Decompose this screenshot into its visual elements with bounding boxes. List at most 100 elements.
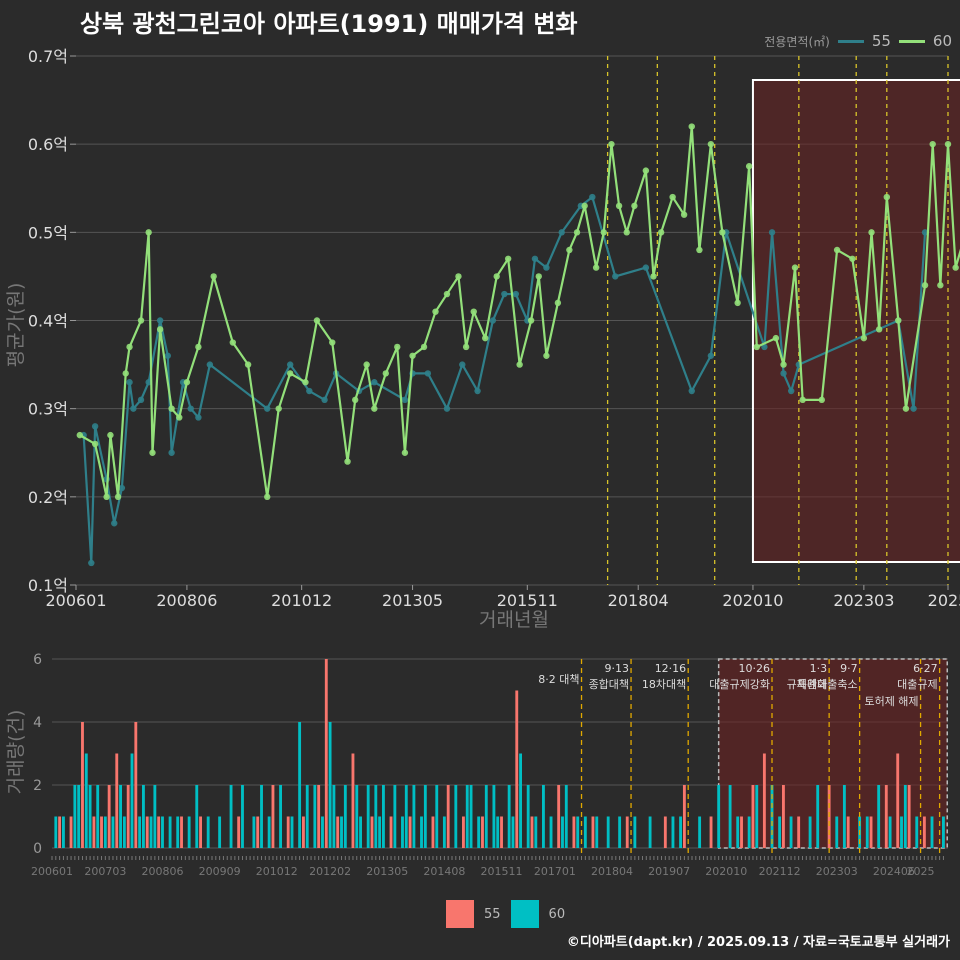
volume-bar-60 — [808, 816, 812, 848]
volume-bar-55 — [446, 785, 450, 848]
price-x-axis-label: 거래년월 — [479, 609, 549, 631]
series-point-60 — [592, 264, 600, 271]
volume-bar-60 — [519, 753, 522, 848]
series-point-60 — [600, 229, 607, 236]
event-annotation: 6·27 — [913, 662, 938, 675]
volume-bar-55 — [157, 816, 161, 848]
volume-bar-55 — [145, 816, 149, 848]
volume-bar-60 — [789, 816, 793, 848]
legend-label-bar-55: 55 — [484, 906, 501, 922]
volume-bar-55 — [481, 816, 484, 848]
series-point-55 — [126, 379, 133, 386]
volume-bar-60 — [755, 785, 759, 848]
volume-bar-60 — [484, 785, 488, 848]
volume-bar-55 — [336, 816, 340, 848]
volume-x-tick-label: 202303 — [816, 865, 858, 878]
event-annotation: 대출규제 — [897, 678, 937, 691]
series-point-55 — [531, 255, 539, 262]
volume-x-tick-label: 201907 — [648, 865, 690, 878]
volume-bar-60 — [73, 785, 77, 848]
volume-y-tick-label: 6 — [33, 652, 42, 668]
series-point-55 — [512, 290, 520, 298]
volume-bar-60 — [252, 816, 256, 848]
series-point-60 — [462, 343, 470, 351]
series-point-60 — [680, 211, 688, 218]
series-point-60 — [409, 352, 416, 359]
volume-bar-60 — [366, 785, 370, 848]
series-point-55 — [459, 361, 466, 368]
volume-bar-60 — [153, 785, 157, 848]
series-point-60 — [937, 282, 944, 289]
series-point-60 — [734, 299, 741, 307]
volume-bar-60 — [435, 785, 439, 848]
event-annotation: 9·7 — [840, 662, 858, 675]
volume-bar-55 — [431, 816, 435, 848]
volume-bar-55 — [625, 816, 629, 848]
series-point-60 — [371, 405, 378, 412]
legend-label-60: 60 — [932, 32, 952, 50]
series-point-60 — [833, 246, 841, 254]
price-x-tick-label: 200806 — [156, 591, 217, 610]
series-point-60 — [229, 339, 237, 346]
chart-title: 상북 광천그린코아 아파트(1991) 매매가격 변화 — [80, 10, 578, 38]
series-point-55 — [787, 387, 795, 395]
volume-bar-60 — [877, 785, 881, 848]
volume-bar-60 — [865, 816, 869, 848]
volume-bar-60 — [404, 785, 408, 848]
volume-bar-60 — [492, 785, 496, 848]
series-point-60 — [420, 343, 428, 351]
series-point-55 — [371, 379, 378, 386]
series-point-55 — [264, 405, 271, 412]
volume-bar-55 — [846, 816, 850, 848]
volume-y-tick-label: 2 — [33, 778, 42, 794]
volume-bar-55 — [324, 659, 328, 848]
volume-bar-60 — [564, 785, 568, 848]
volume-bar-60 — [241, 785, 244, 848]
volume-bar-60 — [835, 816, 839, 848]
series-point-60 — [114, 493, 122, 501]
volume-bar-55 — [69, 816, 73, 848]
series-line-55 — [82, 195, 927, 565]
series-point-60 — [902, 405, 910, 412]
volume-bar-60 — [736, 816, 740, 848]
price-y-tick-label: 0.7억 — [28, 47, 68, 66]
series-point-60 — [91, 440, 99, 448]
volume-x-tick-label: 201012 — [256, 865, 298, 878]
series-point-60 — [122, 370, 129, 377]
series-point-60 — [455, 273, 462, 280]
series-point-55 — [111, 520, 118, 527]
volume-bar-55 — [126, 785, 130, 848]
volume-bar-60 — [842, 785, 846, 848]
series-point-55 — [921, 229, 929, 236]
volume-bar-60 — [888, 816, 892, 848]
series-point-60 — [107, 431, 114, 439]
volume-bar-60 — [142, 785, 145, 848]
volume-bar-60 — [111, 816, 115, 848]
volume-bar-55 — [58, 816, 62, 848]
volume-bar-60 — [420, 816, 423, 848]
series-point-60 — [329, 339, 336, 346]
volume-bar-55 — [462, 816, 465, 848]
series-point-55 — [474, 387, 481, 395]
volume-bar-60 — [542, 785, 545, 848]
series-point-60 — [443, 290, 451, 298]
volume-x-tick-label: 2025 — [907, 865, 935, 878]
series-point-60 — [791, 264, 799, 271]
series-point-60 — [363, 361, 370, 368]
volume-bar-55 — [797, 816, 801, 848]
series-point-55 — [443, 405, 451, 412]
price-y-tick-label: 0.1억 — [28, 576, 68, 595]
volume-bar-60 — [915, 816, 919, 848]
series-point-60 — [868, 229, 875, 236]
volume-bar-55 — [115, 753, 119, 848]
volume-bar-55 — [302, 816, 305, 848]
volume-bar-60 — [465, 785, 469, 848]
volume-bar-55 — [100, 816, 103, 848]
series-point-60 — [615, 202, 623, 210]
volume-bar-55 — [591, 816, 595, 848]
volume-bar-55 — [256, 816, 260, 848]
series-point-55 — [168, 449, 175, 456]
volume-bar-55 — [530, 816, 534, 848]
volume-y-tick-label: 4 — [33, 715, 42, 731]
series-point-60 — [145, 229, 152, 236]
